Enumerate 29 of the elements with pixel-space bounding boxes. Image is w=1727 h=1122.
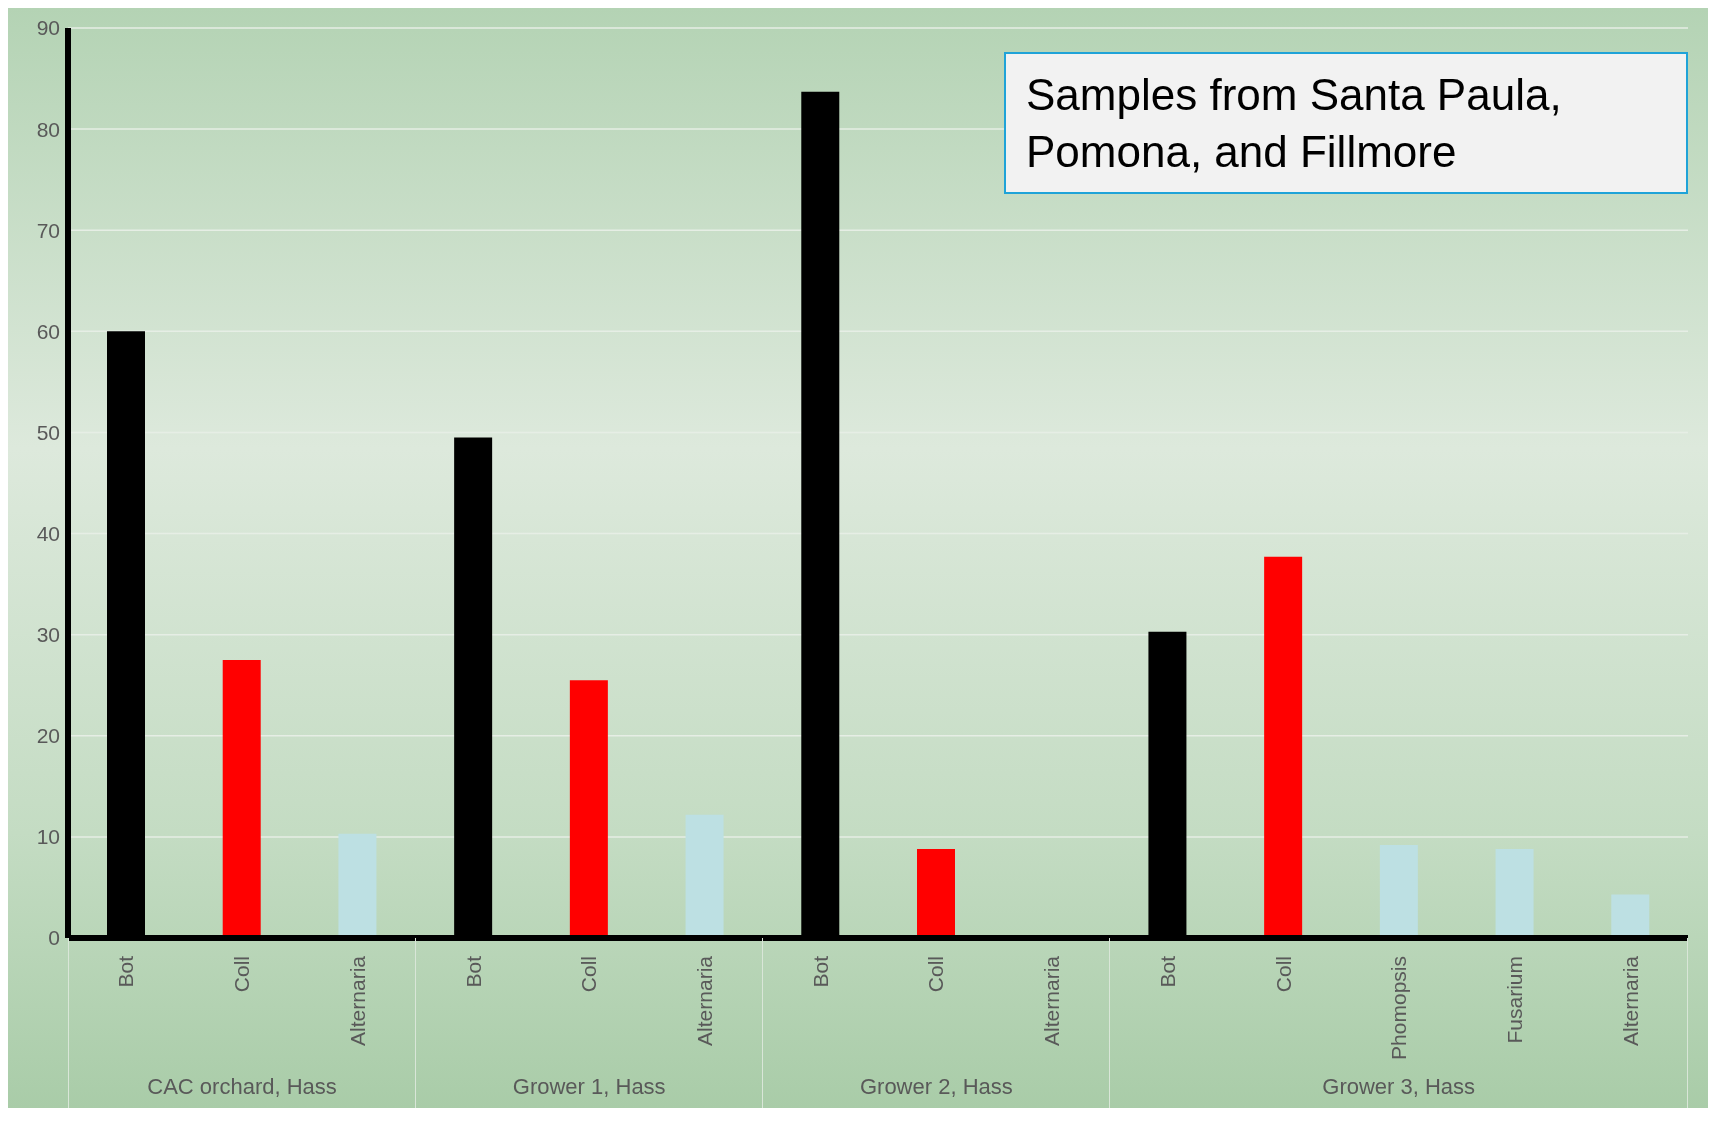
- x-tick-label: Alternaria: [692, 955, 716, 1046]
- text: CAC orchard, Hass: [146, 1074, 338, 1100]
- x-tick-label: Coll: [577, 956, 601, 993]
- x-tick-label: Alternaria: [1040, 955, 1064, 1046]
- y-tick-label: 50: [36, 420, 60, 444]
- y-tick-label: 90: [36, 16, 60, 40]
- text: Grower 3, Hass: [1321, 1074, 1477, 1100]
- y-tick-label: 60: [36, 319, 60, 343]
- x-tick-label: Coll: [1271, 956, 1295, 993]
- y-tick-label: 30: [36, 623, 60, 647]
- y-tick-label: 70: [36, 218, 60, 242]
- y-tick-label: 10: [36, 825, 60, 849]
- x-tick-label: Bot: [808, 955, 832, 988]
- y-tick-label: 20: [36, 724, 60, 748]
- title-box: Samples from Santa Paula, Pomona, and Fillmore: [1004, 52, 1688, 195]
- x-tick-label: Fusarium: [1502, 956, 1526, 1044]
- x-tick-label: Alternaria: [345, 955, 369, 1046]
- x-tick-label: Alternaria: [1618, 955, 1642, 1046]
- y-tick-label: 80: [36, 117, 60, 141]
- x-tick-label: Bot: [461, 955, 485, 988]
- x-tick-label: Coll: [230, 956, 254, 993]
- text: Grower 1, Hass: [511, 1074, 667, 1100]
- x-tick-label: Bot: [114, 955, 138, 988]
- x-tick-label: Bot: [1155, 955, 1179, 988]
- y-tick-label: 0: [48, 926, 60, 950]
- y-tick-label: 40: [36, 522, 60, 546]
- x-tick-label: Coll: [924, 956, 948, 993]
- x-tick-label: Phomopsis: [1387, 956, 1411, 1060]
- text: Grower 2, Hass: [858, 1074, 1014, 1100]
